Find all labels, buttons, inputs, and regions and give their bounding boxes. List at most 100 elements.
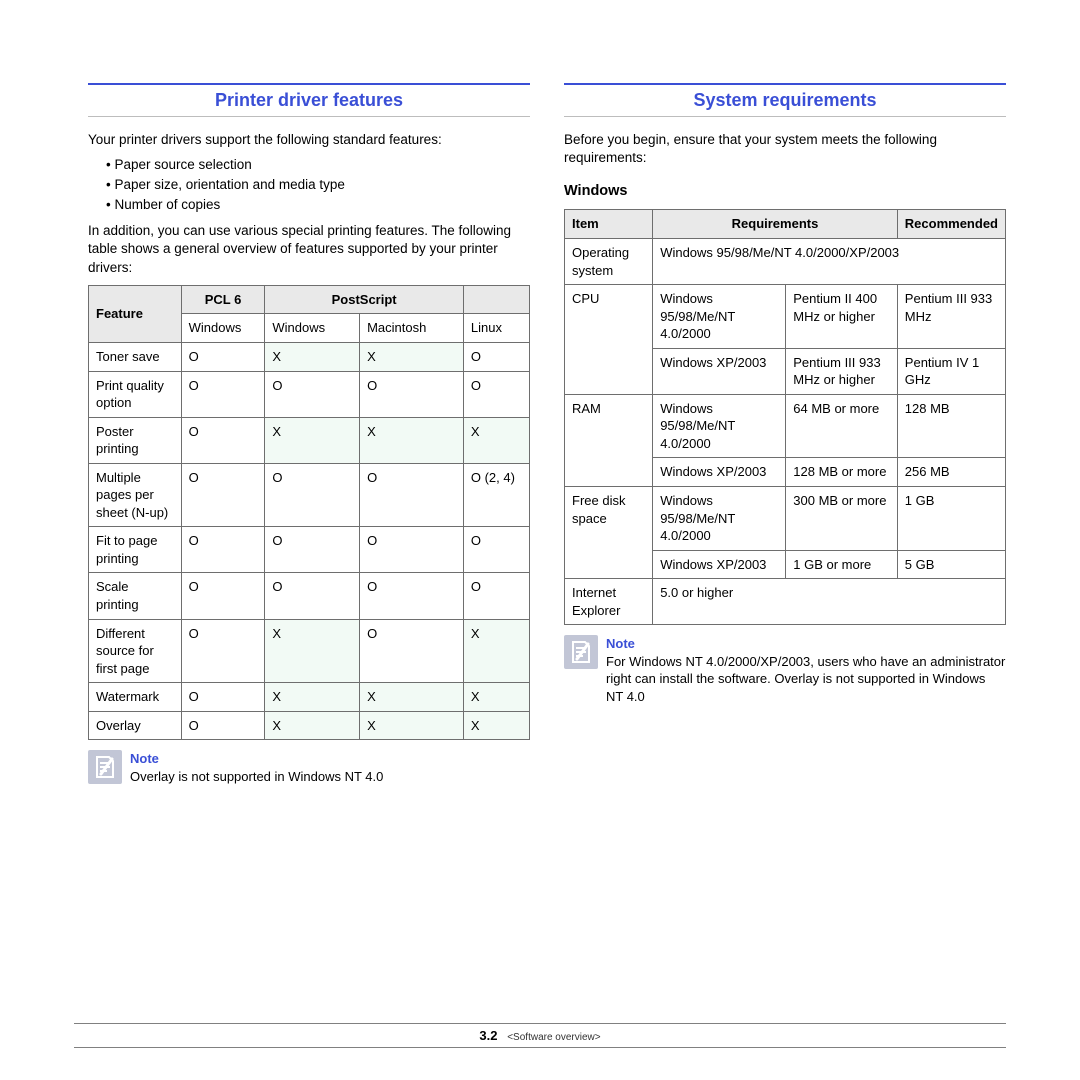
value-cell: O — [360, 573, 464, 619]
rec-cell: 1 GB — [897, 487, 1005, 551]
page-footer: 3.2 <Software overview> — [74, 1023, 1006, 1048]
right-intro: Before you begin, ensure that your syste… — [564, 131, 1006, 167]
subhead-cell: Windows — [265, 314, 360, 343]
value-cell: O — [360, 527, 464, 573]
value-cell: X — [463, 711, 529, 740]
item-cell: RAM — [565, 394, 653, 486]
feature-cell: Poster printing — [89, 417, 182, 463]
left-note: Note Overlay is not supported in Windows… — [88, 750, 530, 785]
feature-cell: Multiple pages per sheet (N-up) — [89, 463, 182, 527]
right-note: Note For Windows NT 4.0/2000/XP/2003, us… — [564, 635, 1006, 705]
req-header-row: Item Requirements Recommended — [565, 210, 1006, 239]
value-cell: X — [265, 342, 360, 371]
os-cell: Windows XP/2003 — [653, 348, 786, 394]
table-header-row: Feature PCL 6 PostScript — [89, 285, 530, 314]
value-cell: O — [463, 342, 529, 371]
table-row: Internet Explorer5.0 or higher — [565, 579, 1006, 625]
right-column: System requirements Before you begin, en… — [564, 83, 1006, 785]
note-body: Overlay is not supported in Windows NT 4… — [130, 769, 383, 784]
value-cell: O — [181, 619, 265, 683]
value-cell: X — [265, 417, 360, 463]
table-row: OverlayOXXX — [89, 711, 530, 740]
feature-cell: Overlay — [89, 711, 182, 740]
req-cell: 300 MB or more — [786, 487, 898, 551]
note-label: Note — [606, 636, 635, 651]
left-para2: In addition, you can use various special… — [88, 222, 530, 277]
note-icon — [88, 750, 122, 784]
feature-cell: Toner save — [89, 342, 182, 371]
os-cell: Windows 95/98/Me/NT 4.0/2000 — [653, 487, 786, 551]
req-cell: 128 MB or more — [786, 458, 898, 487]
req-cell: 1 GB or more — [786, 550, 898, 579]
rec-cell: 128 MB — [897, 394, 1005, 458]
os-heading: Windows — [564, 183, 1006, 199]
table-row: Toner saveOXXO — [89, 342, 530, 371]
col-item: Item — [565, 210, 653, 239]
value-cell: O — [181, 371, 265, 417]
note-label: Note — [130, 751, 159, 766]
value-cell: O — [181, 573, 265, 619]
col-recommended: Recommended — [897, 210, 1005, 239]
value-cell: O — [463, 371, 529, 417]
rec-cell: Pentium III 933 MHz — [897, 285, 1005, 349]
item-cell: Free disk space — [565, 487, 653, 579]
note-text: Note For Windows NT 4.0/2000/XP/2003, us… — [606, 635, 1006, 705]
chapter-title: <Software overview> — [507, 1032, 600, 1043]
col-blank — [463, 285, 529, 314]
feature-cell: Print quality option — [89, 371, 182, 417]
item-cell: Operating system — [565, 238, 653, 284]
value-cell: O — [181, 342, 265, 371]
req-cell: Pentium III 933 MHz or higher — [786, 348, 898, 394]
item-cell: Internet Explorer — [565, 579, 653, 625]
right-section-title: System requirements — [564, 83, 1006, 117]
feature-cell: Fit to page printing — [89, 527, 182, 573]
note-icon — [564, 635, 598, 669]
requirements-table: Item Requirements Recommended Operating … — [564, 209, 1006, 625]
features-table: Feature PCL 6 PostScript Windows Windows… — [88, 285, 530, 740]
table-row: Operating systemWindows 95/98/Me/NT 4.0/… — [565, 238, 1006, 284]
col-requirements: Requirements — [653, 210, 898, 239]
col-pcl: PCL 6 — [181, 285, 265, 314]
req-cell: 5.0 or higher — [653, 579, 1006, 625]
note-body: For Windows NT 4.0/2000/XP/2003, users w… — [606, 654, 1005, 704]
value-cell: X — [265, 683, 360, 712]
value-cell: X — [360, 417, 464, 463]
req-cell: Pentium II 400 MHz or higher — [786, 285, 898, 349]
feature-cell: Different source for first page — [89, 619, 182, 683]
col-postscript: PostScript — [265, 285, 463, 314]
value-cell: O — [463, 527, 529, 573]
value-cell: O — [181, 417, 265, 463]
page-number: 3.2 — [479, 1028, 497, 1043]
value-cell: O — [463, 573, 529, 619]
table-row: Scale printingOOOO — [89, 573, 530, 619]
os-cell: Windows 95/98/Me/NT 4.0/2000 — [653, 394, 786, 458]
value-cell: O — [181, 711, 265, 740]
rec-cell: 5 GB — [897, 550, 1005, 579]
value-cell: O — [360, 619, 464, 683]
col-feature: Feature — [89, 285, 182, 342]
table-row: Poster printingOXXX — [89, 417, 530, 463]
table-row: WatermarkOXXX — [89, 683, 530, 712]
table-row: RAMWindows 95/98/Me/NT 4.0/200064 MB or … — [565, 394, 1006, 458]
req-cell: 64 MB or more — [786, 394, 898, 458]
rec-cell: 256 MB — [897, 458, 1005, 487]
subhead-cell: Windows — [181, 314, 265, 343]
table-row: CPUWindows 95/98/Me/NT 4.0/2000Pentium I… — [565, 285, 1006, 349]
note-text: Note Overlay is not supported in Windows… — [130, 750, 530, 785]
bullet-item: Number of copies — [106, 197, 530, 212]
table-row: Print quality optionOOOO — [89, 371, 530, 417]
value-cell: O — [181, 463, 265, 527]
subhead-cell: Macintosh — [360, 314, 464, 343]
os-cell: Windows 95/98/Me/NT 4.0/2000 — [653, 285, 786, 349]
value-cell: O — [265, 573, 360, 619]
os-cell: Windows XP/2003 — [653, 550, 786, 579]
value-cell: O — [265, 371, 360, 417]
value-cell: X — [463, 417, 529, 463]
table-row: Fit to page printingOOOO — [89, 527, 530, 573]
feature-cell: Watermark — [89, 683, 182, 712]
rec-cell: Pentium IV 1 GHz — [897, 348, 1005, 394]
value-cell: O — [181, 527, 265, 573]
value-cell: O — [265, 463, 360, 527]
value-cell: X — [360, 683, 464, 712]
subhead-cell: Linux — [463, 314, 529, 343]
